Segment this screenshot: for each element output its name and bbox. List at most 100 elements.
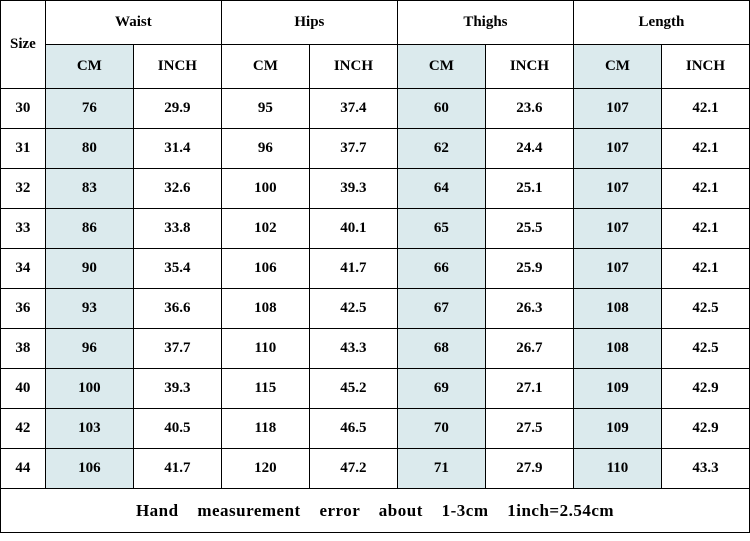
subheader-hips-inch: INCH: [309, 45, 397, 89]
table-cell: 39.3: [133, 369, 221, 409]
table-cell: 42.9: [661, 409, 749, 449]
table-row: 307629.99537.46023.610742.1: [1, 89, 750, 129]
table-cell: 47.2: [309, 449, 397, 489]
table-cell: 39.3: [309, 169, 397, 209]
table-cell: 95: [221, 89, 309, 129]
subheader-waist-inch: INCH: [133, 45, 221, 89]
table-cell: 71: [397, 449, 485, 489]
table-cell: 40: [1, 369, 46, 409]
header-size: Size: [1, 1, 46, 89]
size-chart-table: Size Waist Hips Thighs Length CM INCH CM…: [0, 0, 750, 533]
table-body: 307629.99537.46023.610742.1318031.49637.…: [1, 89, 750, 489]
table-cell: 35.4: [133, 249, 221, 289]
table-cell: 25.9: [485, 249, 573, 289]
table-cell: 65: [397, 209, 485, 249]
header-waist: Waist: [45, 1, 221, 45]
table-cell: 43.3: [661, 449, 749, 489]
table-cell: 41.7: [133, 449, 221, 489]
table-cell: 25.1: [485, 169, 573, 209]
table-cell: 42.5: [309, 289, 397, 329]
table-cell: 27.1: [485, 369, 573, 409]
subheader-waist-cm: CM: [45, 45, 133, 89]
footer-row: Hand measurement error about 1-3cm 1inch…: [1, 489, 750, 533]
table-cell: 42.5: [661, 289, 749, 329]
table-cell: 34: [1, 249, 46, 289]
table-cell: 42.1: [661, 209, 749, 249]
table-cell: 109: [573, 369, 661, 409]
table-cell: 93: [45, 289, 133, 329]
table-cell: 42.9: [661, 369, 749, 409]
table-cell: 103: [45, 409, 133, 449]
table-cell: 106: [45, 449, 133, 489]
table-row: 328332.610039.36425.110742.1: [1, 169, 750, 209]
table-cell: 100: [45, 369, 133, 409]
table-cell: 36: [1, 289, 46, 329]
table-row: 4210340.511846.57027.510942.9: [1, 409, 750, 449]
header-thighs: Thighs: [397, 1, 573, 45]
table-cell: 25.5: [485, 209, 573, 249]
table-cell: 60: [397, 89, 485, 129]
table-cell: 90: [45, 249, 133, 289]
table-cell: 45.2: [309, 369, 397, 409]
table-cell: 37.7: [133, 329, 221, 369]
table-cell: 41.7: [309, 249, 397, 289]
table-cell: 108: [573, 289, 661, 329]
table-cell: 66: [397, 249, 485, 289]
table-cell: 100: [221, 169, 309, 209]
table-cell: 27.5: [485, 409, 573, 449]
table-cell: 42: [1, 409, 46, 449]
table-cell: 26.3: [485, 289, 573, 329]
table-cell: 31.4: [133, 129, 221, 169]
table-cell: 102: [221, 209, 309, 249]
table-cell: 46.5: [309, 409, 397, 449]
table-cell: 107: [573, 89, 661, 129]
table-cell: 37.7: [309, 129, 397, 169]
table-cell: 40.1: [309, 209, 397, 249]
table-row: 369336.610842.56726.310842.5: [1, 289, 750, 329]
table-cell: 108: [573, 329, 661, 369]
table-cell: 83: [45, 169, 133, 209]
table-row: 338633.810240.16525.510742.1: [1, 209, 750, 249]
table-cell: 68: [397, 329, 485, 369]
table-row: 4010039.311545.26927.110942.9: [1, 369, 750, 409]
table-cell: 24.4: [485, 129, 573, 169]
table-cell: 64: [397, 169, 485, 209]
table-cell: 109: [573, 409, 661, 449]
table-row: 389637.711043.36826.710842.5: [1, 329, 750, 369]
table-cell: 108: [221, 289, 309, 329]
table-cell: 96: [45, 329, 133, 369]
subheader-thighs-cm: CM: [397, 45, 485, 89]
table-cell: 31: [1, 129, 46, 169]
subheader-thighs-inch: INCH: [485, 45, 573, 89]
table-row: 349035.410641.76625.910742.1: [1, 249, 750, 289]
table-cell: 40.5: [133, 409, 221, 449]
table-cell: 120: [221, 449, 309, 489]
table-cell: 107: [573, 169, 661, 209]
table-cell: 107: [573, 209, 661, 249]
table-cell: 33: [1, 209, 46, 249]
subheader-length-inch: INCH: [661, 45, 749, 89]
table-cell: 29.9: [133, 89, 221, 129]
table-row: 4410641.712047.27127.911043.3: [1, 449, 750, 489]
table-cell: 37.4: [309, 89, 397, 129]
footer-note: Hand measurement error about 1-3cm 1inch…: [1, 489, 750, 533]
table-cell: 38: [1, 329, 46, 369]
table-cell: 43.3: [309, 329, 397, 369]
table-cell: 44: [1, 449, 46, 489]
table-cell: 42.1: [661, 249, 749, 289]
table-cell: 32: [1, 169, 46, 209]
table-cell: 115: [221, 369, 309, 409]
table-cell: 33.8: [133, 209, 221, 249]
table-cell: 26.7: [485, 329, 573, 369]
table-cell: 107: [573, 249, 661, 289]
table-cell: 42.1: [661, 169, 749, 209]
table-cell: 42.5: [661, 329, 749, 369]
table-cell: 118: [221, 409, 309, 449]
table-cell: 110: [573, 449, 661, 489]
table-cell: 32.6: [133, 169, 221, 209]
table-cell: 96: [221, 129, 309, 169]
header-row: Size Waist Hips Thighs Length: [1, 1, 750, 45]
table-cell: 27.9: [485, 449, 573, 489]
table-cell: 30: [1, 89, 46, 129]
table-cell: 110: [221, 329, 309, 369]
